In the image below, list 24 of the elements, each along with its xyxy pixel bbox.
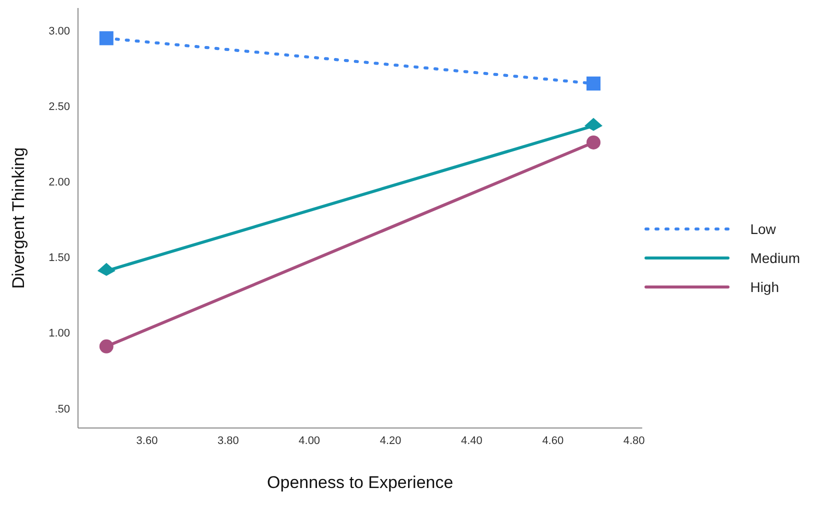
y-tick-label: 1.50 (48, 252, 70, 264)
point (99, 31, 114, 46)
x-tick-label: 4.00 (298, 434, 320, 447)
y-tick-label: 2.50 (48, 101, 70, 114)
point (586, 135, 600, 150)
point (586, 76, 600, 91)
y-tick-label: 1.00 (48, 328, 70, 340)
x-tick-label: 4.20 (380, 434, 402, 447)
text: High (750, 279, 779, 295)
x-tick-label: 3.80 (217, 434, 239, 447)
x-tick-label: 4.80 (623, 434, 645, 447)
x-tick-label: 3.60 (136, 434, 158, 447)
x-tick-label: 4.40 (461, 434, 482, 447)
point (97, 262, 116, 276)
text: Medium (750, 250, 800, 266)
x-tick-label: 4.60 (542, 434, 564, 447)
point (584, 118, 602, 131)
y-tick-label: .50 (54, 403, 70, 416)
y-tick-label: 2.00 (48, 176, 70, 189)
y-tick-label: 3.00 (48, 26, 70, 38)
x-axis-title: Openness to Experience (267, 473, 454, 492)
point (99, 339, 114, 354)
text: Low (750, 221, 776, 237)
y-axis-title: Divergent Thinking (9, 147, 28, 289)
